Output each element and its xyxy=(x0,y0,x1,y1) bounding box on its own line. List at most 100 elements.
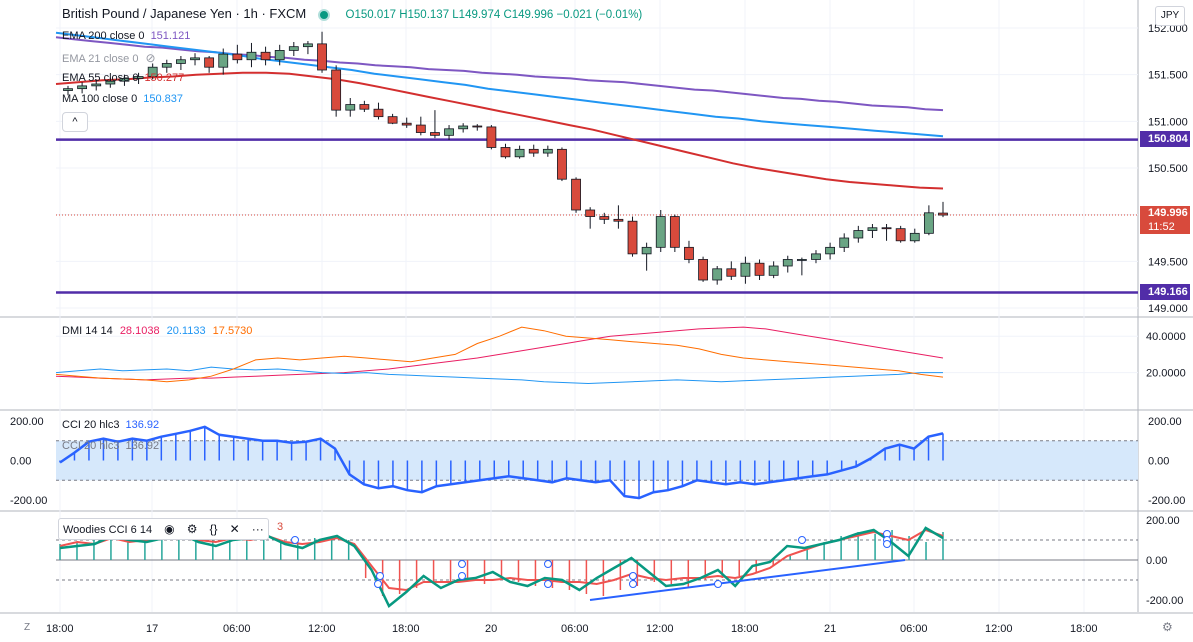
ema55-line xyxy=(55,71,944,190)
more-options-icon[interactable]: ··· xyxy=(251,522,264,536)
legend-ema55-value: 150.277 xyxy=(144,72,185,84)
dmi-series-line xyxy=(55,326,944,383)
candle-body xyxy=(430,132,440,136)
candle-body xyxy=(204,57,215,68)
cci-band xyxy=(56,440,1138,481)
price-tick-label: 149.500 xyxy=(1148,256,1188,268)
legend-cci-value: 136.92 xyxy=(125,419,160,431)
price-tick-label: 150.500 xyxy=(1148,163,1188,175)
candle-body xyxy=(514,148,525,158)
time-tick-label: 18:00 xyxy=(731,623,759,635)
eye-icon[interactable]: ◉ xyxy=(164,522,175,536)
candle-body xyxy=(147,66,158,77)
candle-body xyxy=(698,259,708,281)
candle-body xyxy=(246,51,257,61)
cci-left-tick-label: 200.00 xyxy=(10,416,44,428)
close-icon[interactable]: ✕ xyxy=(229,522,240,536)
legend-ma100[interactable]: MA 100 close 0 150.837 xyxy=(62,93,183,105)
lower-line-price-box: 149.166 xyxy=(1140,284,1190,300)
candle-body xyxy=(345,104,356,111)
symbol-title[interactable]: British Pound / Japanese Yen · 1h · FXCM xyxy=(62,6,307,21)
legend-ema55-label: EMA 55 close 0 xyxy=(62,72,139,84)
candle-body xyxy=(599,216,610,220)
dmi-series-line xyxy=(55,366,943,385)
chart-settings-gear-icon[interactable]: ⚙ xyxy=(1162,620,1173,634)
woodies-turbo-line xyxy=(59,528,944,592)
price-tick-label: 149.000 xyxy=(1148,303,1188,315)
legend-woodies-label: Woodies CCI 6 14 xyxy=(63,524,153,536)
candle-body xyxy=(655,216,666,248)
candle-body xyxy=(726,268,737,277)
timezone-z-button[interactable]: Z xyxy=(24,622,31,633)
woodies-pattern-marker xyxy=(458,572,466,580)
candle-body xyxy=(782,259,793,267)
cci-tick-label: 0.00 xyxy=(1148,456,1169,468)
source-code-icon[interactable]: {} xyxy=(209,522,218,536)
legend-ma100-label: MA 100 close 0 xyxy=(62,93,138,105)
legend-ema200-value: 151.121 xyxy=(150,30,191,42)
candle-body xyxy=(119,78,130,82)
candle-body xyxy=(401,122,412,126)
legend-ema200-label: EMA 200 close 0 xyxy=(62,30,145,42)
settings-gear-icon[interactable]: ⚙ xyxy=(186,522,198,536)
candle-body xyxy=(641,246,652,255)
cci-line xyxy=(59,425,944,500)
dmi-series-line xyxy=(55,326,944,381)
time-tick-label: 06:00 xyxy=(223,623,251,635)
legend-ema55[interactable]: EMA 55 close 0 150.277 xyxy=(62,72,184,84)
candle-body xyxy=(387,116,398,124)
dmi-tick-label: 20.0000 xyxy=(1146,368,1186,380)
currency-button[interactable]: JPY xyxy=(1155,6,1185,26)
candle-body xyxy=(811,253,821,260)
legend-cci[interactable]: CCI 20 hlc3 136.92 xyxy=(62,419,159,431)
candle-body xyxy=(627,220,638,255)
last-price-box: 149.996 11:52 xyxy=(1140,206,1190,234)
candle-body xyxy=(867,227,878,231)
candle-body xyxy=(528,148,539,154)
candle-body xyxy=(825,246,835,255)
time-tick-label: 12:00 xyxy=(646,623,674,635)
candle-body xyxy=(303,43,313,48)
time-tick-label: 18:00 xyxy=(1070,623,1098,635)
woodies-pattern-marker xyxy=(544,580,552,588)
candle-body xyxy=(77,85,88,90)
candle-body xyxy=(472,125,483,128)
woodies-tick-label: 200.00 xyxy=(1146,515,1180,527)
legend-ma100-value: 150.837 xyxy=(143,93,183,105)
candle-body xyxy=(613,218,624,222)
candle-body xyxy=(712,268,723,281)
candle-body xyxy=(571,178,581,211)
time-tick-label: 17 xyxy=(146,623,158,635)
woodies-tick-label: 0.00 xyxy=(1146,555,1167,567)
legend-ema200[interactable]: EMA 200 close 0 151.121 xyxy=(62,30,190,42)
woodies-pattern-marker xyxy=(714,580,722,588)
woodies-pattern-marker xyxy=(458,560,466,568)
time-tick-label: 06:00 xyxy=(900,623,928,635)
candle-body xyxy=(373,108,384,118)
countdown-value: 11:52 xyxy=(1148,221,1175,233)
candle-body xyxy=(317,43,327,71)
woodies-pattern-marker xyxy=(629,572,637,580)
candle-body xyxy=(161,63,172,68)
legend-ema21-label: EMA 21 close 0 xyxy=(62,53,139,65)
candle-body xyxy=(557,148,567,180)
candle-body xyxy=(881,227,892,230)
woodies-trailing-value: 3 xyxy=(277,521,284,533)
candle-body xyxy=(669,216,680,248)
candle-body xyxy=(839,237,850,248)
legend-woodies[interactable]: Woodies CCI 6 14 ◉ ⚙ {} ✕ ··· xyxy=(58,518,269,540)
legend-cci-2[interactable]: CCI 20 hlc3 136.92 xyxy=(62,440,159,452)
legend-ema21[interactable]: EMA 21 close 0 ⊘ xyxy=(62,51,156,65)
dmi-tick-label: 40.0000 xyxy=(1146,331,1186,343)
candle-body xyxy=(176,59,186,64)
candle-body xyxy=(415,124,426,133)
legend-dmi[interactable]: DMI 14 14 28.1038 20.1133 17.5730 xyxy=(62,325,252,337)
woodies-pattern-marker xyxy=(629,580,637,588)
woodies-pattern-marker xyxy=(544,560,552,568)
cci-left-tick-label: -200.00 xyxy=(10,495,47,507)
eye-hidden-icon[interactable]: ⊘ xyxy=(145,51,156,65)
cci-tick-label: -200.00 xyxy=(1148,495,1185,507)
collapse-legend-button[interactable]: ^ xyxy=(62,112,88,132)
time-tick-label: 20 xyxy=(485,623,497,635)
